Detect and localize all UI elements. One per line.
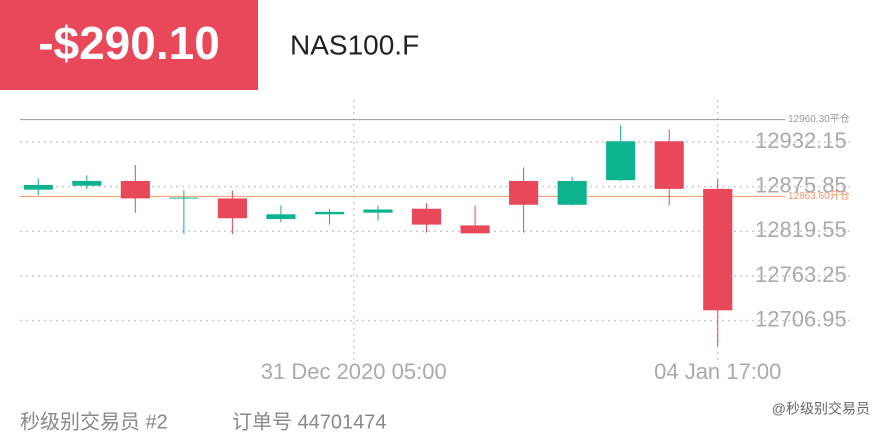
candle-body	[72, 180, 102, 186]
reference-label: 12960.30平仓	[788, 112, 850, 125]
candle-body	[460, 225, 490, 234]
candle-body	[23, 184, 53, 190]
candle-body	[169, 197, 199, 199]
candle-body	[509, 180, 539, 205]
y-tick-label: 12819.55	[755, 217, 847, 242]
y-tick-label: 12932.15	[755, 128, 847, 153]
pnl: -$290.10	[38, 17, 220, 69]
order-id: 订单号 44701474	[232, 410, 387, 433]
watermark: @秒级别交易员	[772, 401, 870, 417]
candle-body	[557, 180, 587, 205]
x-tick-label: 31 Dec 2020 05:00	[261, 359, 447, 384]
x-tick-label: 04 Jan 17:00	[654, 359, 781, 384]
pnl-box	[0, 0, 258, 90]
reference-label: 12863.60开仓	[788, 189, 850, 202]
y-tick-label: 12763.25	[755, 262, 847, 287]
candle-body	[606, 141, 636, 181]
candle-body	[266, 214, 296, 220]
candle-body	[314, 211, 345, 215]
trader: 秒级别交易员 #2	[20, 410, 168, 433]
candle-body	[703, 188, 733, 311]
y-tick-label: 12706.95	[755, 306, 847, 331]
candle-body	[411, 208, 442, 225]
candle-body	[120, 180, 150, 199]
candle-body	[654, 141, 684, 189]
candle-body	[217, 198, 247, 219]
symbol: NAS100.F	[290, 29, 419, 60]
candle-body	[363, 209, 393, 213]
y-tick-label: 12875.85	[755, 172, 847, 197]
